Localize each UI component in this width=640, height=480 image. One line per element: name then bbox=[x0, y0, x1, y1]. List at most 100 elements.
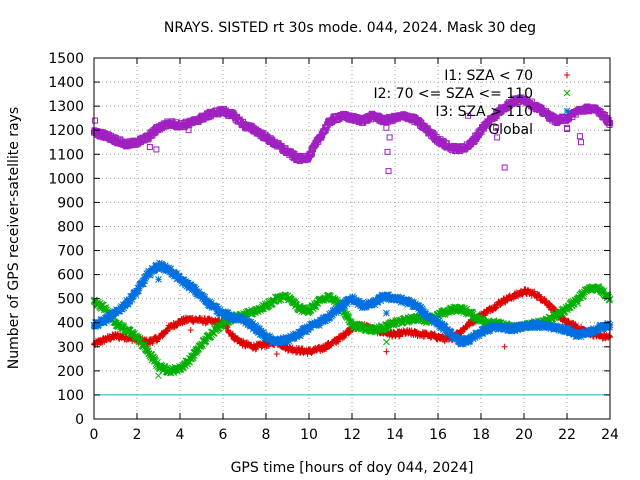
x-tick-label: 16 bbox=[429, 427, 447, 443]
trace-point bbox=[565, 304, 572, 312]
series-3 bbox=[91, 94, 613, 165]
x-tick-label: 24 bbox=[601, 427, 619, 443]
legend-label-3: Global bbox=[488, 122, 533, 138]
outlier-point bbox=[386, 134, 393, 141]
outlier-point bbox=[155, 372, 162, 380]
x-tick-label: 0 bbox=[90, 427, 99, 443]
x-tick-label: 14 bbox=[386, 427, 404, 443]
outlier-point bbox=[155, 276, 162, 283]
outlier-point bbox=[384, 148, 391, 155]
outlier-point bbox=[385, 168, 392, 175]
trace-point bbox=[531, 288, 538, 295]
outlier-point bbox=[187, 326, 194, 333]
x-tick-label: 10 bbox=[300, 427, 318, 443]
trace-point bbox=[343, 300, 351, 308]
trace-point bbox=[132, 291, 140, 299]
outlier-point bbox=[501, 343, 508, 350]
trace-point bbox=[358, 299, 366, 307]
y-tick-label: 700 bbox=[57, 244, 84, 260]
x-tick-label: 4 bbox=[176, 427, 185, 443]
outlier-point bbox=[153, 146, 160, 153]
trace-point bbox=[126, 297, 134, 304]
legend: I1: SZA < 70 I2: 70 <= SZA <= 110 I3: SZA … bbox=[373, 68, 571, 138]
y-tick-label: 200 bbox=[57, 364, 84, 380]
y-tick-label: 100 bbox=[57, 388, 84, 404]
legend-marker-0 bbox=[564, 72, 570, 78]
trace-point bbox=[201, 293, 209, 301]
outlier-point bbox=[494, 134, 501, 141]
trace-point bbox=[315, 322, 323, 329]
trace-point bbox=[176, 273, 183, 281]
y-tick-label: 1400 bbox=[48, 75, 84, 91]
series-2 bbox=[90, 259, 614, 348]
trace-point bbox=[335, 338, 342, 345]
y-tick-label: 1100 bbox=[48, 147, 84, 163]
y-tick-label: 300 bbox=[57, 340, 84, 356]
outlier-point bbox=[273, 351, 280, 358]
x-tick-label: 12 bbox=[343, 427, 361, 443]
outlier-point bbox=[493, 124, 500, 131]
trace-point bbox=[204, 333, 212, 341]
outlier-point bbox=[577, 139, 584, 146]
legend-marker-3 bbox=[564, 126, 570, 132]
trace-point bbox=[471, 334, 479, 341]
outlier-point bbox=[383, 124, 390, 131]
x-tick-label: 6 bbox=[219, 427, 228, 443]
trace-point bbox=[339, 335, 346, 342]
y-tick-label: 0 bbox=[75, 412, 84, 428]
outlier-point bbox=[383, 309, 390, 317]
legend-marker-1 bbox=[563, 89, 571, 97]
outlier-point bbox=[574, 300, 582, 307]
y-tick-label: 800 bbox=[57, 219, 84, 235]
outlier-point bbox=[92, 117, 99, 124]
trace-point bbox=[92, 323, 100, 330]
trace-point bbox=[528, 319, 536, 327]
outlier-point bbox=[146, 144, 153, 151]
outlier-point bbox=[383, 348, 390, 355]
trace-point bbox=[469, 335, 477, 343]
trace-point bbox=[518, 325, 525, 332]
chart-title: NRAYS. SISTED rt 30s mode. 044, 2024. Ma… bbox=[164, 20, 536, 36]
data-points bbox=[90, 94, 614, 380]
trace-point bbox=[110, 312, 117, 320]
y-tick-label: 400 bbox=[57, 316, 84, 332]
trace-point bbox=[435, 317, 442, 325]
trace-point bbox=[341, 302, 349, 310]
legend-label-0: I1: SZA < 70 bbox=[444, 68, 533, 84]
trace-point bbox=[139, 280, 147, 288]
y-axis-label: Number of GPS receiver-satellite rays bbox=[6, 107, 22, 369]
legend-marker-2 bbox=[563, 107, 571, 115]
trace-point bbox=[167, 265, 175, 273]
outlier-point bbox=[185, 127, 192, 134]
trace-point bbox=[161, 262, 169, 269]
trace-point bbox=[459, 339, 467, 347]
legend-label-2: I3: SZA > 110 bbox=[435, 104, 533, 120]
x-tick-label: 2 bbox=[133, 427, 142, 443]
x-tick-label: 18 bbox=[472, 427, 490, 443]
y-tick-label: 1300 bbox=[48, 99, 84, 115]
x-tick-label: 8 bbox=[262, 427, 271, 443]
legend-label-1: I2: 70 <= SZA <= 110 bbox=[373, 86, 533, 102]
trace-point bbox=[143, 345, 151, 352]
outlier-point bbox=[465, 112, 472, 119]
trace-point bbox=[486, 327, 494, 334]
x-tick-label: 20 bbox=[515, 427, 533, 443]
y-tick-label: 900 bbox=[57, 195, 84, 211]
y-tick-label: 500 bbox=[57, 292, 84, 308]
x-tick-label: 22 bbox=[558, 427, 576, 443]
y-tick-label: 600 bbox=[57, 268, 84, 284]
y-tick-label: 1200 bbox=[48, 123, 84, 139]
axis-ticks: 0 2 4 6 8 10 12 14 16 18 20 22 240100200300400500600… bbox=[48, 51, 619, 443]
trace-point bbox=[105, 316, 113, 323]
trace-point bbox=[579, 292, 587, 300]
trace-point bbox=[505, 322, 513, 330]
outlier-point bbox=[501, 164, 508, 171]
outlier-point bbox=[383, 338, 390, 346]
y-tick-label: 1000 bbox=[48, 171, 84, 187]
trace-point bbox=[189, 354, 197, 362]
outlier-points bbox=[92, 112, 584, 380]
trace-point bbox=[100, 319, 108, 326]
trace-point bbox=[447, 329, 455, 336]
y-tick-label: 1500 bbox=[48, 51, 84, 67]
